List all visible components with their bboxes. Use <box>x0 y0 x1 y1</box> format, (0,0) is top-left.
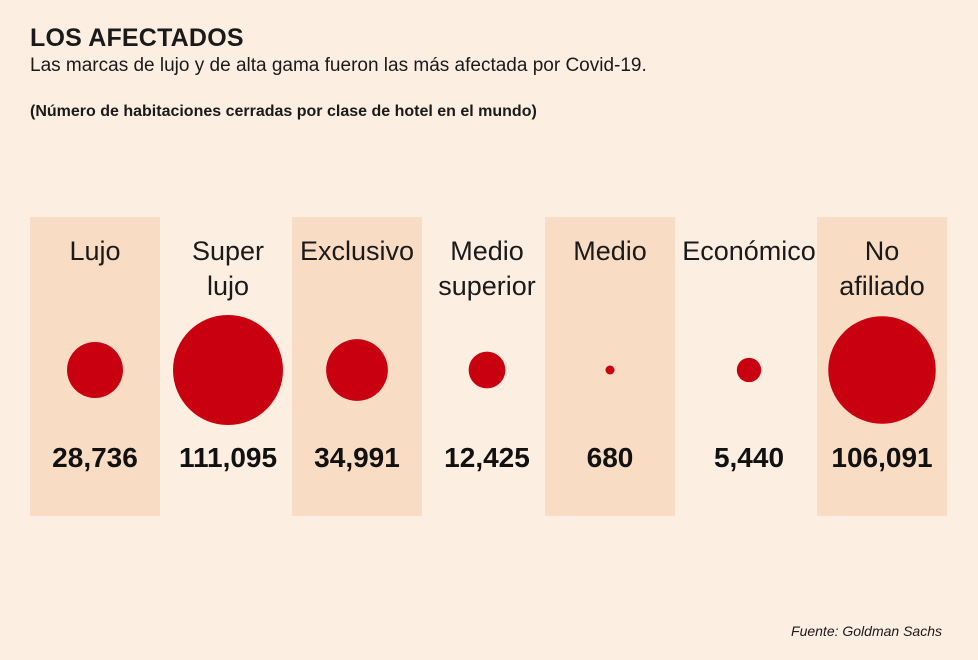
category-column: No afiliado 106,091 <box>817 217 947 516</box>
value-bubble <box>173 315 283 425</box>
category-label: Medio <box>450 236 524 266</box>
category-column: Lujo 28,736 <box>30 217 160 516</box>
value-bubble <box>736 357 762 383</box>
category-column: Exclusivo 34,991 <box>292 217 422 516</box>
value-label: 111,095 <box>179 442 277 473</box>
value-label: 12,425 <box>444 442 530 473</box>
value-label: 106,091 <box>831 442 932 473</box>
category-column: Medio superior 12,425 <box>438 236 536 473</box>
category-label: Lujo <box>69 236 120 266</box>
value-label: 34,991 <box>314 442 400 473</box>
category-label: afiliado <box>839 271 925 301</box>
category-column: Económico 5,440 <box>682 236 816 473</box>
category-label: Super <box>192 236 264 266</box>
value-bubble <box>605 365 615 375</box>
value-bubble <box>326 339 388 401</box>
value-bubble <box>67 342 123 398</box>
category-label: superior <box>438 271 536 301</box>
category-label: No <box>865 236 900 266</box>
value-label: 5,440 <box>714 442 784 473</box>
category-label: lujo <box>207 271 249 301</box>
chart-title: LOS AFECTADOS <box>30 24 244 52</box>
chart-subtitle: Las marcas de lujo y de alta gama fueron… <box>30 55 647 76</box>
source-label: Fuente: Goldman Sachs <box>791 623 942 639</box>
value-label: 680 <box>587 442 634 473</box>
value-bubble <box>828 316 936 424</box>
category-label: Económico <box>682 236 816 266</box>
category-label: Medio <box>573 236 647 266</box>
chart-note: (Número de habitaciones cerradas por cla… <box>30 103 537 120</box>
category-label: Exclusivo <box>300 236 414 266</box>
value-label: 28,736 <box>52 442 138 473</box>
category-column: Super lujo 111,095 <box>173 236 283 473</box>
category-column: Medio 680 <box>545 217 675 516</box>
value-bubble <box>468 351 506 389</box>
